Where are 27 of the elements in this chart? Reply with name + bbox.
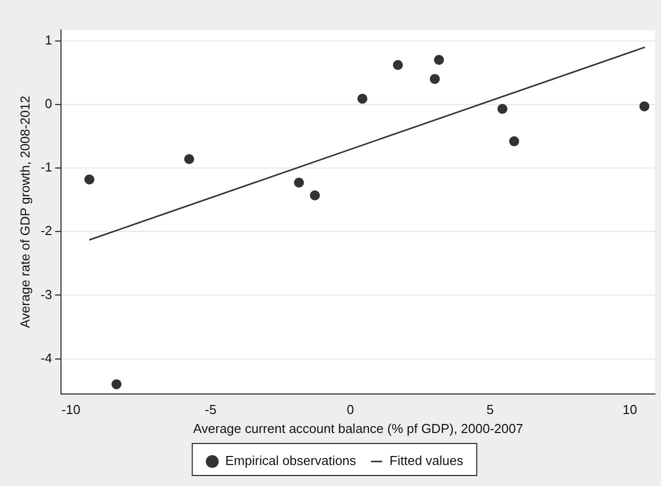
- y-tick-label: 1: [44, 32, 52, 48]
- point: [430, 74, 440, 84]
- y-tick-label: -4: [40, 350, 52, 366]
- legend-label: Empirical observations: [225, 453, 357, 468]
- point: [310, 190, 320, 200]
- y-axis-title: Average rate of GDP growth, 2008-2012: [17, 96, 32, 328]
- x-tick-label: 0: [346, 402, 354, 418]
- y-tick-label: -3: [40, 286, 52, 302]
- point: [184, 154, 194, 164]
- x-tick-label: -10: [62, 402, 80, 418]
- y-tick-label: 0: [44, 96, 52, 111]
- point: [111, 379, 122, 390]
- x-axis-title: Average current account balance (% pf GDP), 2000-2007: [193, 420, 524, 436]
- x-tick-label: -5: [204, 402, 216, 418]
- x-tick-label: 10: [622, 402, 638, 418]
- point: [294, 178, 304, 188]
- y-tick-label: -2: [40, 223, 52, 238]
- point: [639, 101, 650, 112]
- point: [434, 54, 444, 65]
- point: [509, 136, 520, 146]
- legend-label: Fitted values: [390, 453, 464, 468]
- point: [357, 94, 368, 104]
- x-tick-label: 5: [486, 402, 494, 418]
- point: [392, 60, 403, 70]
- point: [497, 104, 508, 114]
- y-tick-label: -1: [40, 160, 52, 175]
- point: [84, 174, 94, 184]
